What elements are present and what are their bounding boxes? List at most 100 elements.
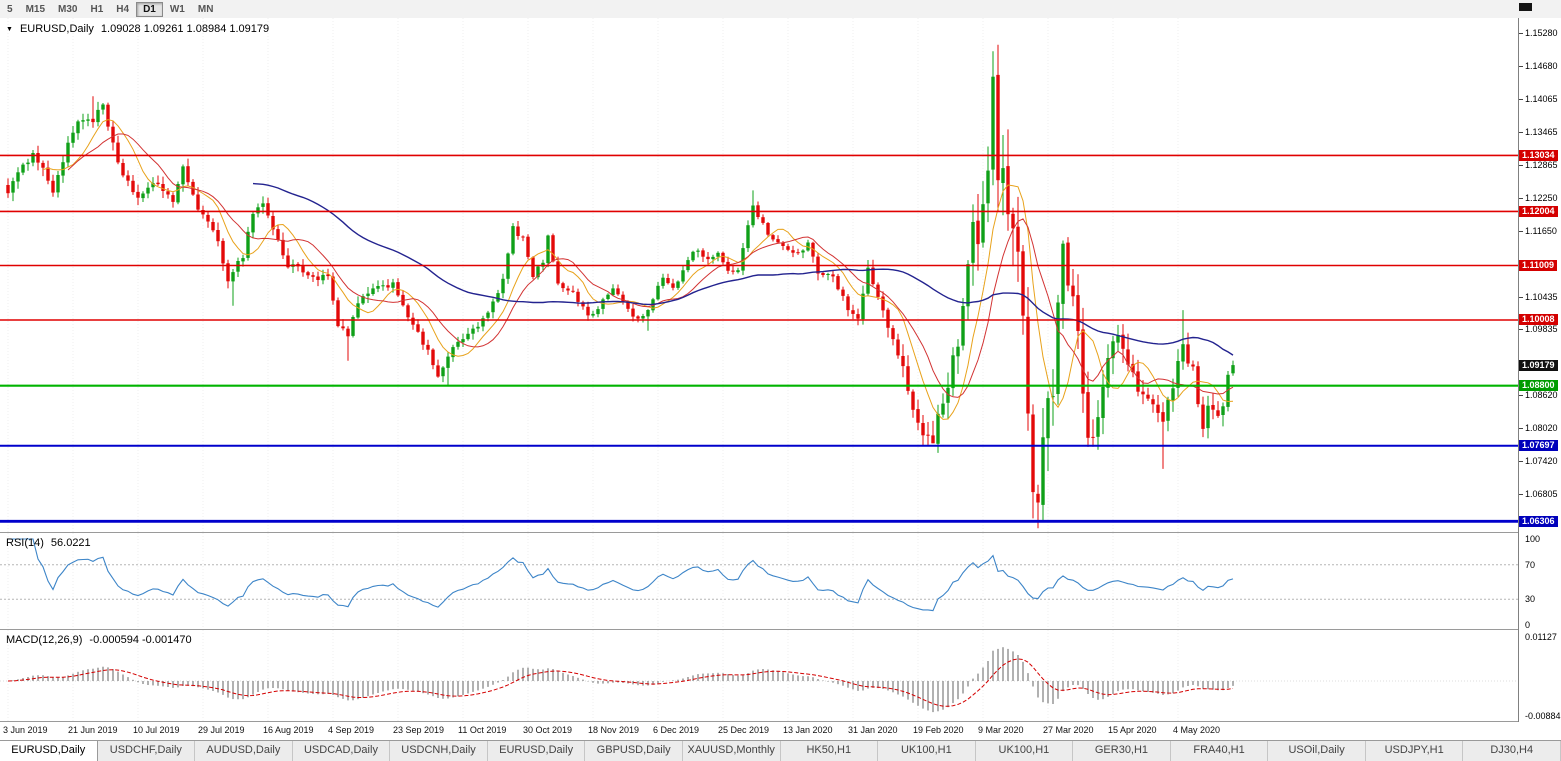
price-tick-mark bbox=[1519, 99, 1523, 100]
symbol-tab-14[interactable]: USDJPY,H1 bbox=[1365, 741, 1464, 761]
x-axis-date: 16 Aug 2019 bbox=[263, 725, 314, 735]
timeframe-button-m15[interactable]: M15 bbox=[25, 3, 46, 15]
price-tick-mark bbox=[1519, 461, 1523, 462]
price-tick-label: 1.13465 bbox=[1525, 126, 1558, 137]
symbol-tab-2[interactable]: AUDUSD,Daily bbox=[195, 741, 293, 761]
x-axis-date: 11 Oct 2019 bbox=[458, 725, 507, 735]
price-tick-label: 1.15280 bbox=[1525, 28, 1558, 39]
current-price-label: 1.09179 bbox=[1519, 359, 1558, 371]
price-axis[interactable]: 1.15280 1.14680 1.14065 1.13465 1.12865 1.122… bbox=[1518, 18, 1561, 722]
price-tick-mark bbox=[1519, 198, 1523, 199]
price-tick-label: 1.07420 bbox=[1525, 455, 1558, 466]
x-axis-date: 6 Dec 2019 bbox=[653, 725, 700, 735]
timeframe-button-5[interactable]: 5 bbox=[7, 3, 13, 15]
price-tick-mark bbox=[1519, 132, 1523, 133]
symbol-tab-15[interactable]: DJ30,H4 bbox=[1463, 741, 1561, 761]
level-price-label: 1.10008 bbox=[1519, 314, 1558, 326]
price-tick-mark bbox=[1519, 297, 1523, 298]
rsi-indicator-label: RSI(14) 56.0221 bbox=[6, 537, 91, 549]
symbol-tab-8[interactable]: HK50,H1 bbox=[780, 741, 879, 761]
price-tick-label: 1.08020 bbox=[1525, 423, 1558, 434]
price-tick-mark bbox=[1519, 428, 1523, 429]
symbol-tab-13[interactable]: USOil,Daily bbox=[1268, 741, 1366, 761]
pane-separator[interactable] bbox=[0, 629, 1561, 630]
x-axis-date: 4 May 2020 bbox=[1173, 725, 1221, 735]
x-axis-date: 30 Oct 2019 bbox=[523, 725, 573, 735]
price-tick-label: 1.08620 bbox=[1525, 390, 1558, 401]
x-axis-date: 3 Jun 2019 bbox=[3, 725, 48, 735]
symbol-tab-11[interactable]: GER30,H1 bbox=[1073, 741, 1171, 761]
time-axis[interactable]: 3 Jun 2019 21 Jun 2019 10 Jul 2019 29 Jul 2… bbox=[0, 722, 1518, 739]
x-axis-date: 9 Mar 2020 bbox=[978, 725, 1024, 735]
symbol-tab-5[interactable]: EURUSD,Daily bbox=[487, 741, 586, 761]
symbol-tab-10[interactable]: UK100,H1 bbox=[975, 741, 1074, 761]
x-axis-date: 15 Apr 2020 bbox=[1108, 725, 1157, 735]
symbol-tab-4[interactable]: USDCNH,Daily bbox=[390, 741, 488, 761]
rsi-axis-label: 100 bbox=[1525, 534, 1541, 544]
price-tick-label: 1.14065 bbox=[1525, 94, 1558, 105]
rsi-value: 56.0221 bbox=[50, 537, 91, 549]
symbol-tab-12[interactable]: FRA40,H1 bbox=[1170, 741, 1269, 761]
macd-axis-label: -0.00884 bbox=[1525, 710, 1561, 721]
rsi-axis-label: 0 bbox=[1525, 620, 1531, 630]
main-chart-canvas[interactable] bbox=[0, 18, 1518, 532]
price-tick-label: 1.12865 bbox=[1525, 159, 1558, 170]
dropdown-arrow-icon: ▼ bbox=[6, 25, 13, 33]
x-axis-date: 25 Dec 2019 bbox=[718, 725, 770, 735]
macd-pane-canvas[interactable] bbox=[0, 630, 1518, 721]
x-axis-date: 18 Nov 2019 bbox=[588, 725, 640, 735]
macd-axis-label: 0.01127 bbox=[1525, 631, 1557, 642]
symbol-tab-7[interactable]: XAUUSD,Monthly bbox=[682, 741, 781, 761]
timeframe-button-h4[interactable]: H4 bbox=[116, 3, 130, 15]
top-right-marker bbox=[1519, 3, 1532, 11]
macd-values: -0.000594 -0.001470 bbox=[89, 634, 192, 646]
x-axis-date: 19 Feb 2020 bbox=[913, 725, 964, 735]
chart-ohlc-values: 1.09028 1.09261 1.08984 1.09179 bbox=[100, 23, 270, 35]
macd-title: MACD(12,26,9) bbox=[6, 634, 83, 646]
level-price-label: 1.08800 bbox=[1519, 380, 1558, 392]
symbol-tab-9[interactable]: UK100,H1 bbox=[878, 741, 976, 761]
x-axis-date: 23 Sep 2019 bbox=[393, 725, 445, 735]
price-tick-label: 1.14680 bbox=[1525, 60, 1558, 71]
x-axis-date: 4 Sep 2019 bbox=[328, 725, 375, 735]
rsi-axis-label: 30 bbox=[1525, 594, 1536, 605]
timeframe-toolbar: 5 M15 M30 H1 H4 D1 W1 MN bbox=[0, 0, 1561, 19]
timeframe-button-mn[interactable]: MN bbox=[197, 3, 214, 15]
price-tick-label: 1.12250 bbox=[1525, 193, 1558, 204]
timeframe-button-d1[interactable]: D1 bbox=[136, 1, 163, 17]
timeframe-button-m30[interactable]: M30 bbox=[58, 3, 78, 15]
timeframe-button-w1[interactable]: W1 bbox=[169, 3, 185, 15]
x-axis-date: 27 Mar 2020 bbox=[1043, 725, 1094, 735]
chart-title: ▼ EURUSD,Daily 1.09028 1.09261 1.08984 1… bbox=[6, 23, 269, 35]
x-axis-date: 10 Jul 2019 bbox=[133, 725, 180, 735]
level-price-label: 1.11009 bbox=[1519, 260, 1558, 272]
x-axis-date: 13 Jan 2020 bbox=[783, 725, 833, 735]
chart-symbol-period: EURUSD,Daily bbox=[19, 23, 94, 35]
symbol-tab-3[interactable]: USDCAD,Daily bbox=[292, 741, 391, 761]
level-price-label: 1.12004 bbox=[1519, 205, 1558, 217]
x-axis-date: 31 Jan 2020 bbox=[848, 725, 898, 735]
x-axis-date: 21 Jun 2019 bbox=[68, 725, 118, 735]
x-axis-date: 29 Jul 2019 bbox=[198, 725, 245, 735]
symbol-tab-0[interactable]: EURUSD,Daily bbox=[0, 741, 98, 761]
symbol-tab-6[interactable]: GBPUSD,Daily bbox=[585, 741, 683, 761]
price-tick-label: 1.06805 bbox=[1525, 489, 1558, 500]
price-tick-mark bbox=[1519, 33, 1523, 34]
price-tick-mark bbox=[1519, 494, 1523, 495]
pane-separator[interactable] bbox=[0, 532, 1561, 533]
symbol-tab-1[interactable]: USDCHF,Daily bbox=[97, 741, 196, 761]
rsi-axis-label: 70 bbox=[1525, 559, 1536, 570]
price-tick-mark bbox=[1519, 395, 1523, 396]
price-tick-label: 1.11650 bbox=[1525, 225, 1557, 236]
level-price-label: 1.07697 bbox=[1519, 440, 1558, 452]
timeframe-button-h1[interactable]: H1 bbox=[90, 3, 104, 15]
price-tick-mark bbox=[1519, 165, 1523, 166]
pane-separator[interactable] bbox=[0, 721, 1561, 722]
rsi-title: RSI(14) bbox=[6, 537, 44, 549]
price-tick-mark bbox=[1519, 329, 1523, 330]
symbol-tab-bar: EURUSD,Daily USDCHF,Daily AUDUSD,Daily USDC… bbox=[0, 740, 1561, 761]
level-price-label: 1.06306 bbox=[1519, 515, 1558, 527]
price-tick-mark bbox=[1519, 66, 1523, 67]
rsi-pane-canvas[interactable] bbox=[0, 533, 1518, 629]
